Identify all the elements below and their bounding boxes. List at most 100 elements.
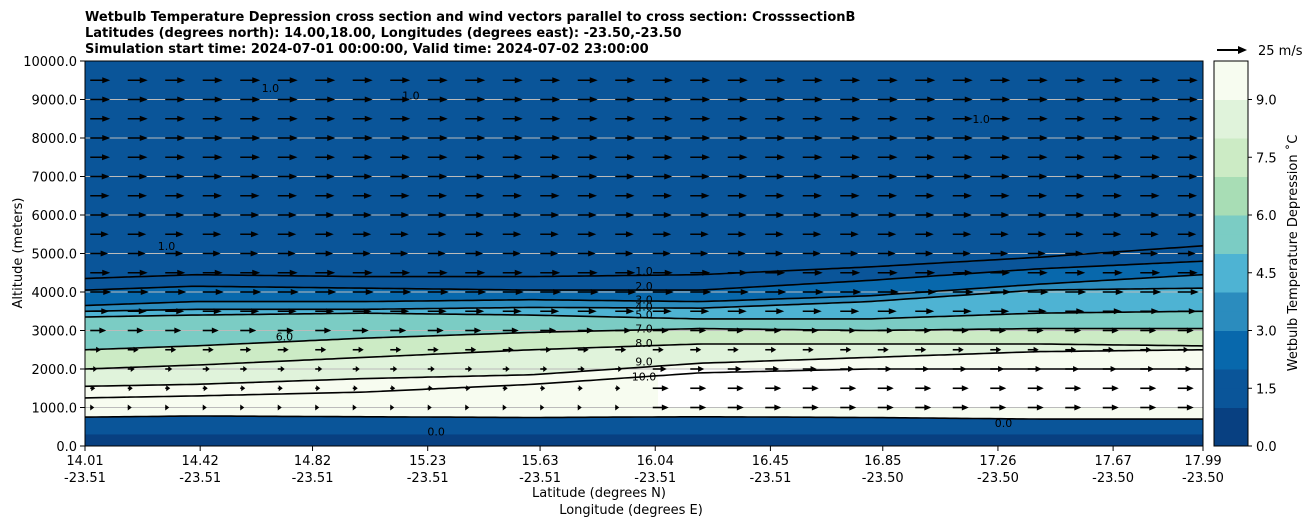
wind-vector-505 [1027, 385, 1044, 392]
x-tick-lon-5: -23.51 [634, 471, 676, 486]
wind-vector-261 [877, 231, 897, 238]
wind-vector-202 [915, 192, 935, 199]
wind-vector-391 [127, 327, 144, 334]
wind-vector-223 [577, 212, 597, 218]
wind-vector-182 [165, 192, 185, 199]
wind-vector-328 [1140, 269, 1161, 276]
colorbar-tick-label-6: 9.0 [1256, 94, 1277, 109]
wind-vector-364 [240, 308, 260, 315]
wind-vector-235 [1027, 212, 1047, 218]
wind-vector-281 [502, 250, 521, 257]
wind-vector-268 [1140, 231, 1159, 238]
wind-vector-494 [615, 385, 621, 392]
wind-vector-375 [652, 308, 672, 315]
wind-vector-484 [240, 385, 246, 392]
wind-vector-12 [540, 77, 561, 84]
wind-vector-398 [390, 327, 407, 334]
wind-vector-420 [90, 346, 102, 353]
wind-vector-362 [165, 308, 185, 315]
wind-vector-81 [877, 115, 898, 122]
wind-vector-186 [315, 192, 335, 199]
wind-vector-203 [952, 192, 973, 199]
contour-label-7: 9.0 [635, 355, 653, 368]
wind-vector-471 [877, 366, 892, 372]
contour-line-9.0 [85, 349, 1203, 388]
colorbar-segment-13 [1214, 176, 1248, 197]
wind-vector-481 [127, 385, 133, 392]
wind-vector-201 [877, 192, 898, 199]
y-tick-label-10: 10000.0 [23, 55, 77, 70]
wind-vector-309 [427, 269, 448, 276]
wind-vector-109 [802, 135, 823, 141]
wind-vector-434 [615, 346, 627, 353]
wind-vector-530 [840, 404, 857, 411]
wind-vector-38 [390, 96, 411, 103]
wind-vector-193 [577, 192, 597, 199]
x-tick-lat-2: 14.82 [294, 454, 331, 469]
wind-vector-205 [1027, 192, 1048, 199]
wind-vector-453 [202, 366, 210, 372]
wind-vector-521 [502, 404, 507, 411]
contour-label-10: 6.0 [276, 330, 294, 343]
wind-vector-323 [952, 269, 973, 276]
wind-vector-381 [877, 308, 897, 315]
quiver-key-arrowhead [1238, 46, 1247, 54]
x-tick-lat-0: 14.01 [66, 454, 103, 469]
wind-vector-175 [1027, 173, 1048, 180]
contour-label-6: 8.0 [635, 337, 653, 350]
wind-vector-232 [915, 212, 935, 218]
wind-vector-383 [952, 308, 972, 315]
wind-vector-220 [465, 212, 485, 218]
wind-vector-458 [390, 366, 398, 372]
wind-vector-56 [1065, 96, 1086, 103]
wind-vector-468 [765, 366, 780, 372]
wind-vector-253 [577, 231, 597, 238]
x-tick-lat-8: 17.26 [979, 454, 1016, 469]
wind-vector-236 [1065, 212, 1085, 218]
contour-line-10.0 [85, 368, 1203, 399]
wind-vector-145 [1027, 154, 1048, 161]
wind-vector-473 [952, 366, 967, 372]
wind-vector-162 [540, 173, 560, 180]
wind-vector-502 [915, 385, 932, 392]
wind-vector-77 [727, 115, 748, 122]
x-tick-lat-9: 17.67 [1095, 454, 1132, 469]
quiver-key-label: 25 m/s [1258, 44, 1303, 59]
wind-vector-342 [540, 289, 562, 295]
colorbar-segment-18 [1214, 80, 1248, 100]
contour-label-15: 0.0 [995, 417, 1013, 430]
wind-vector-319 [802, 269, 823, 276]
wind-vector-304 [240, 269, 261, 276]
wind-vector-256 [690, 231, 709, 238]
wind-vector-485 [277, 385, 283, 392]
wind-vector-206 [1065, 192, 1085, 199]
wind-vector-177 [1102, 173, 1123, 180]
wind-vector-75 [652, 115, 673, 122]
colorbar-segment-7 [1214, 292, 1248, 312]
wind-vector-58 [1140, 96, 1161, 103]
wind-vector-520 [465, 404, 470, 411]
wind-vector-411 [877, 327, 894, 334]
wind-vector-172 [915, 173, 935, 180]
contour-label-4: 5.0 [635, 308, 653, 321]
wind-vector-210 [90, 212, 110, 218]
wind-vector-329 [1177, 269, 1198, 276]
wind-vector-221 [502, 212, 522, 218]
wind-vector-140 [840, 154, 861, 161]
wind-vector-98 [390, 135, 411, 141]
wind-vector-128 [390, 154, 410, 161]
wind-vector-18 [765, 77, 786, 84]
wind-vector-63 [202, 115, 223, 122]
wind-vector-234 [990, 212, 1010, 218]
wind-vector-331 [127, 289, 149, 295]
wind-vector-165 [652, 173, 673, 180]
wind-vector-298 [1140, 250, 1159, 257]
wind-vector-492 [540, 385, 546, 392]
wind-vector-249 [427, 231, 447, 238]
wind-vector-90 [90, 135, 111, 141]
wind-vector-282 [540, 250, 559, 257]
wind-vector-433 [577, 346, 589, 353]
wind-vector-518 [390, 404, 395, 411]
wind-vector-308 [390, 269, 411, 276]
wind-vector-454 [240, 366, 248, 372]
